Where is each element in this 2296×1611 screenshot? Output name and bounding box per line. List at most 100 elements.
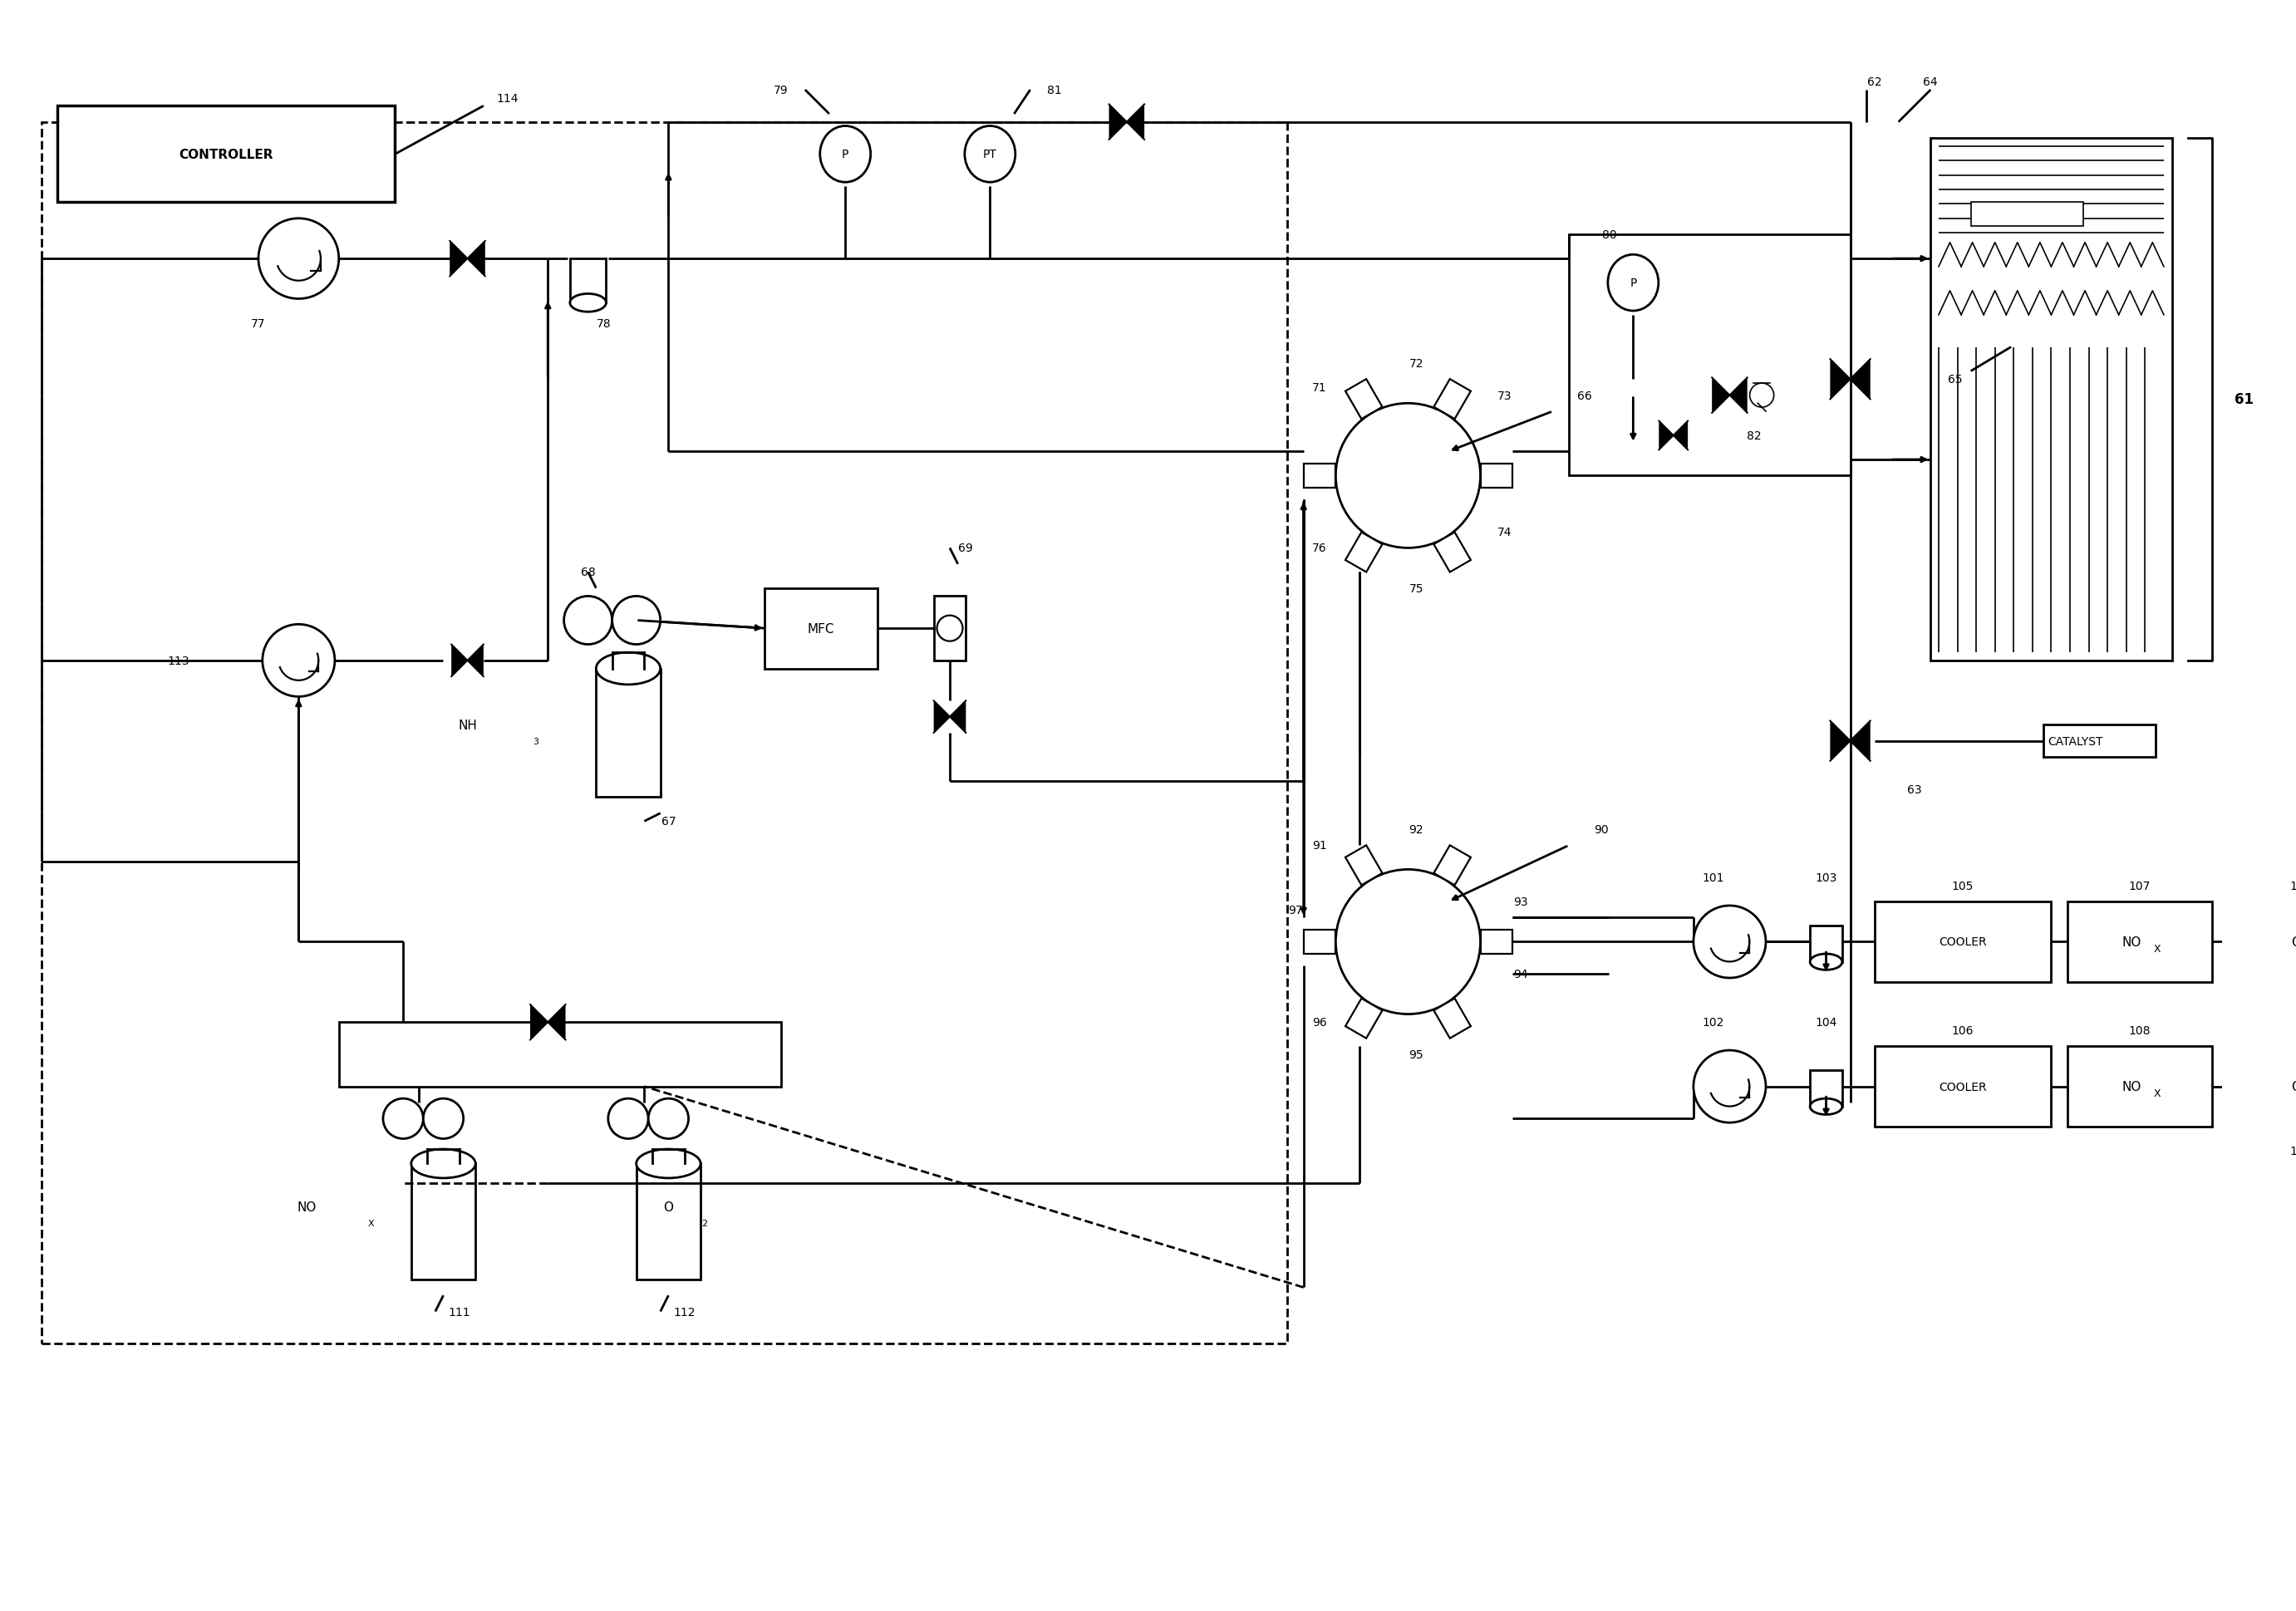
Text: 80: 80 bbox=[1603, 229, 1616, 242]
Polygon shape bbox=[1433, 846, 1472, 886]
Text: NO: NO bbox=[2122, 936, 2142, 949]
Bar bbox=[1809, 1071, 1841, 1107]
Text: 72: 72 bbox=[1410, 358, 1424, 369]
Polygon shape bbox=[1345, 533, 1382, 572]
Text: 94: 94 bbox=[1513, 968, 1527, 979]
Polygon shape bbox=[468, 644, 484, 677]
Circle shape bbox=[1694, 1050, 1766, 1123]
Circle shape bbox=[647, 1099, 689, 1139]
Text: 104: 104 bbox=[1816, 1017, 1837, 1028]
Text: O: O bbox=[664, 1200, 673, 1213]
Text: COOLER: COOLER bbox=[1938, 936, 1986, 947]
Polygon shape bbox=[1851, 359, 1871, 400]
Circle shape bbox=[937, 615, 962, 641]
Polygon shape bbox=[1109, 105, 1127, 140]
Text: 111: 111 bbox=[448, 1307, 471, 1318]
Circle shape bbox=[1336, 870, 1481, 1015]
Ellipse shape bbox=[636, 1149, 700, 1178]
Bar bbox=[340, 1023, 781, 1087]
Text: NH: NH bbox=[457, 719, 478, 731]
Polygon shape bbox=[1674, 422, 1688, 451]
Text: 2: 2 bbox=[703, 1220, 707, 1228]
Text: 102: 102 bbox=[1704, 1017, 1724, 1028]
Circle shape bbox=[259, 219, 340, 300]
Text: 75: 75 bbox=[1410, 583, 1424, 594]
Bar bbox=[2043, 725, 2156, 757]
Polygon shape bbox=[1345, 380, 1382, 419]
Polygon shape bbox=[1127, 105, 1143, 140]
Text: 95: 95 bbox=[1410, 1049, 1424, 1060]
Text: 63: 63 bbox=[1908, 783, 1922, 796]
Polygon shape bbox=[1345, 999, 1382, 1039]
Text: 69: 69 bbox=[957, 543, 974, 554]
Polygon shape bbox=[1851, 722, 1871, 762]
Text: 106: 106 bbox=[1952, 1025, 1975, 1036]
Text: 108: 108 bbox=[2128, 1025, 2151, 1036]
Ellipse shape bbox=[1809, 1099, 1841, 1115]
Polygon shape bbox=[951, 701, 967, 733]
Circle shape bbox=[613, 596, 661, 644]
Circle shape bbox=[608, 1099, 647, 1139]
Polygon shape bbox=[1713, 379, 1729, 414]
Polygon shape bbox=[549, 1005, 565, 1041]
Text: 65: 65 bbox=[1947, 374, 1963, 385]
Text: 109: 109 bbox=[2289, 880, 2296, 891]
Text: 67: 67 bbox=[661, 815, 675, 828]
Polygon shape bbox=[1729, 379, 1747, 414]
Ellipse shape bbox=[1809, 954, 1841, 970]
Circle shape bbox=[565, 596, 613, 644]
Bar bbox=[934, 596, 967, 661]
Text: 82: 82 bbox=[1747, 430, 1761, 441]
Polygon shape bbox=[1481, 930, 1513, 954]
Text: X: X bbox=[2154, 942, 2161, 954]
Bar bbox=[2227, 1047, 2296, 1126]
Text: 110: 110 bbox=[2289, 1145, 2296, 1157]
Text: 79: 79 bbox=[774, 85, 788, 97]
Text: 76: 76 bbox=[1313, 543, 1327, 554]
Polygon shape bbox=[1481, 464, 1513, 488]
Text: 74: 74 bbox=[1497, 527, 1511, 538]
Text: 71: 71 bbox=[1313, 382, 1327, 393]
Text: 91: 91 bbox=[1313, 839, 1327, 852]
Bar bbox=[1568, 235, 1851, 477]
Polygon shape bbox=[530, 1005, 549, 1041]
Bar bbox=[2227, 902, 2296, 983]
Polygon shape bbox=[468, 242, 484, 277]
Text: 97: 97 bbox=[1288, 904, 1302, 915]
Text: 103: 103 bbox=[1816, 872, 1837, 883]
Text: 113: 113 bbox=[168, 656, 188, 667]
Circle shape bbox=[1750, 383, 1775, 408]
Text: PT: PT bbox=[983, 148, 996, 161]
Text: O: O bbox=[2291, 1081, 2296, 1092]
Text: 112: 112 bbox=[673, 1307, 696, 1318]
Bar bbox=[1874, 1047, 2050, 1126]
Polygon shape bbox=[1433, 533, 1472, 572]
Text: 105: 105 bbox=[1952, 880, 1975, 891]
Circle shape bbox=[383, 1099, 422, 1139]
Bar bbox=[597, 669, 661, 797]
Polygon shape bbox=[1433, 999, 1472, 1039]
Text: 114: 114 bbox=[496, 93, 519, 105]
Text: 68: 68 bbox=[581, 567, 595, 578]
Bar bbox=[411, 1163, 475, 1279]
Ellipse shape bbox=[569, 295, 606, 313]
Text: 81: 81 bbox=[1047, 85, 1061, 97]
Text: 61: 61 bbox=[2234, 393, 2255, 408]
Polygon shape bbox=[1660, 422, 1674, 451]
Text: O: O bbox=[2291, 936, 2296, 949]
Text: 101: 101 bbox=[1704, 872, 1724, 883]
Ellipse shape bbox=[964, 127, 1015, 184]
Bar bbox=[765, 588, 877, 669]
Polygon shape bbox=[1830, 722, 1851, 762]
Bar bbox=[1931, 139, 2172, 661]
Bar bbox=[41, 122, 1288, 1344]
Polygon shape bbox=[1345, 846, 1382, 886]
Polygon shape bbox=[1304, 930, 1336, 954]
Text: X: X bbox=[2154, 1087, 2161, 1099]
Text: 64: 64 bbox=[1924, 77, 1938, 89]
Bar bbox=[1970, 203, 2082, 227]
Text: NO: NO bbox=[2122, 1081, 2142, 1092]
Text: NO: NO bbox=[296, 1200, 317, 1213]
Bar bbox=[57, 106, 395, 203]
Text: CATALYST: CATALYST bbox=[2048, 735, 2103, 748]
